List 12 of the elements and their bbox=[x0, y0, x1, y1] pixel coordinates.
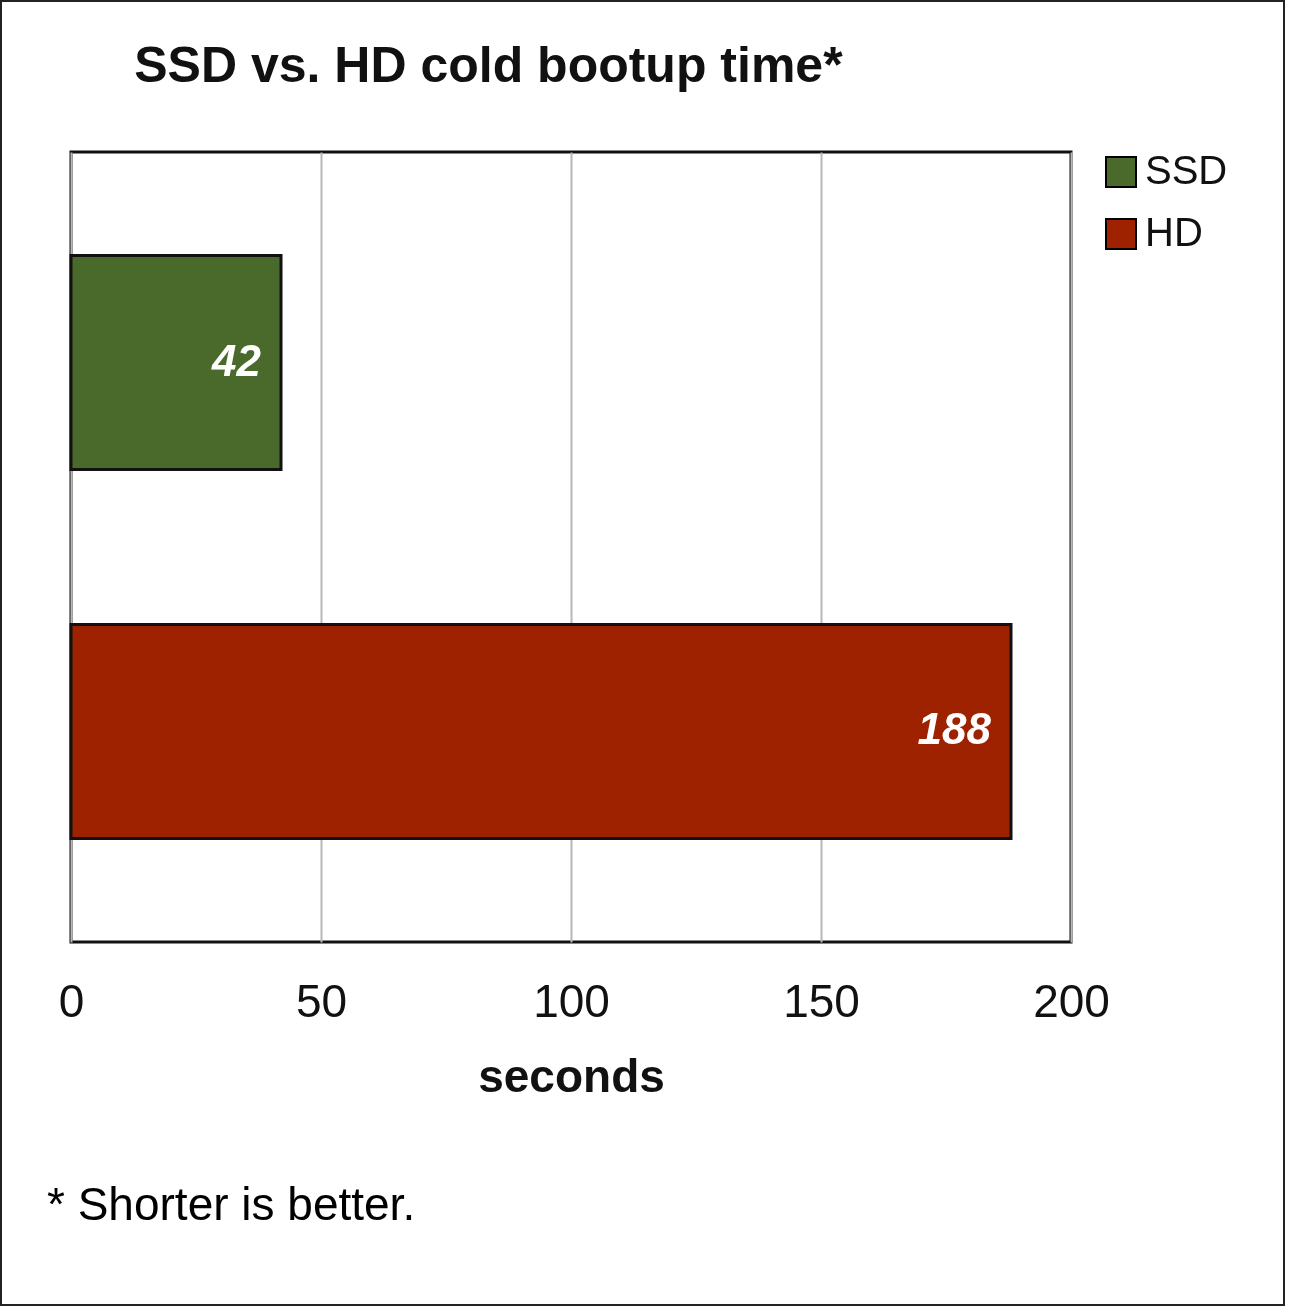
text: * Shorter is better. bbox=[47, 1177, 416, 1231]
legend-label: SSD bbox=[1145, 148, 1228, 192]
chart-title: SSD vs. HD cold bootup time* bbox=[134, 37, 844, 93]
legend-label: HD bbox=[1145, 210, 1203, 254]
x-axis-title: seconds bbox=[478, 1049, 665, 1102]
x-tick-label: 100 bbox=[533, 974, 610, 1027]
x-tick-label: 200 bbox=[1033, 974, 1110, 1027]
data-label: 188 bbox=[917, 704, 992, 754]
x-tick-label: 0 bbox=[58, 974, 85, 1027]
data-label: 42 bbox=[211, 335, 262, 385]
x-tick-label: 50 bbox=[295, 974, 348, 1027]
x-tick-label: 150 bbox=[783, 974, 860, 1027]
